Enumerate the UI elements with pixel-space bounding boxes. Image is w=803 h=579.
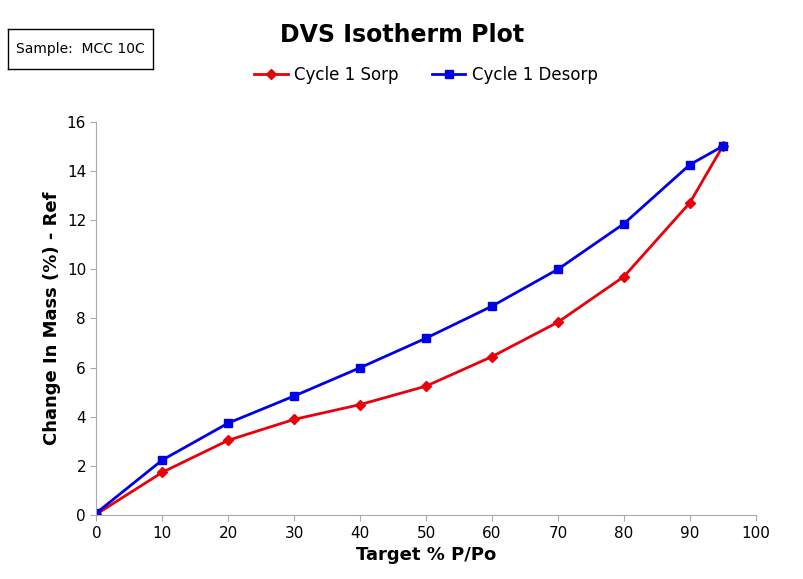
Cycle 1 Sorp [684,199,694,206]
Cycle 1 Desorp [355,364,365,371]
Cycle 1 Desorp [684,161,694,168]
Cycle 1 Sorp [717,143,727,150]
Cycle 1 Desorp [223,420,233,427]
Legend: Cycle 1 Sorp, Cycle 1 Desorp: Cycle 1 Sorp, Cycle 1 Desorp [247,59,604,90]
Cycle 1 Desorp [487,303,496,310]
Cycle 1 Sorp [355,401,365,408]
Cycle 1 Desorp [618,220,628,227]
Cycle 1 Desorp [552,266,562,273]
Cycle 1 Sorp [92,511,101,518]
X-axis label: Target % P/Po: Target % P/Po [356,546,495,565]
Cycle 1 Sorp [289,416,299,423]
Cycle 1 Desorp [289,393,299,400]
Cycle 1 Sorp [618,273,628,280]
Cycle 1 Sorp [421,383,430,390]
Cycle 1 Desorp [421,335,430,342]
Line: Cycle 1 Desorp: Cycle 1 Desorp [92,142,726,517]
Y-axis label: Change In Mass (%) - Ref: Change In Mass (%) - Ref [43,192,61,445]
Cycle 1 Desorp [717,143,727,150]
Cycle 1 Sorp [487,353,496,360]
Text: Sample:  MCC 10C: Sample: MCC 10C [16,42,145,56]
Line: Cycle 1 Sorp: Cycle 1 Sorp [93,143,725,518]
Cycle 1 Sorp [157,469,167,476]
Cycle 1 Desorp [157,456,167,463]
Cycle 1 Sorp [552,318,562,325]
Cycle 1 Sorp [223,437,233,444]
Text: DVS Isotherm Plot: DVS Isotherm Plot [279,23,524,47]
Cycle 1 Desorp [92,510,101,516]
